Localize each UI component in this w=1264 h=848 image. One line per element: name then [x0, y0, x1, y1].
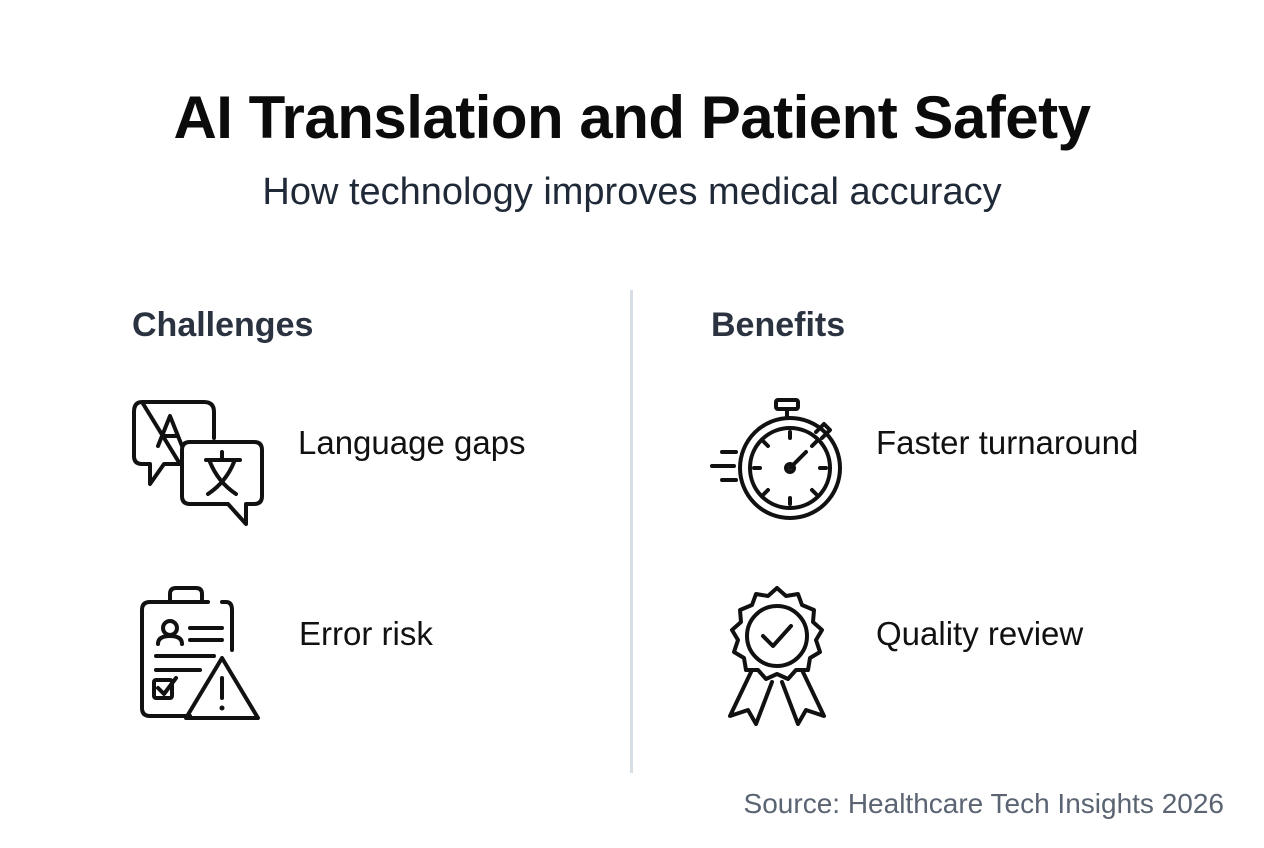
page-title: AI Translation and Patient Safety: [173, 84, 1091, 151]
faster-turnaround-label: Faster turnaround: [876, 424, 1139, 461]
benefits-heading: Benefits: [711, 306, 846, 344]
stopwatch-icon: [708, 396, 842, 526]
challenges-heading: Challenges: [132, 306, 314, 344]
award-badge-check-icon: [720, 584, 834, 726]
page-subtitle: How technology improves medical accuracy: [262, 171, 1002, 213]
quality-review-label: Quality review: [876, 615, 1084, 652]
column-divider: [630, 290, 633, 773]
error-risk-label: Error risk: [299, 615, 433, 652]
clipboard-warning-icon: [136, 584, 262, 724]
translation-speech-bubbles-icon: [130, 398, 266, 532]
source-citation: Source: Healthcare Tech Insights 2026: [743, 788, 1224, 819]
language-gaps-label: Language gaps: [298, 424, 526, 461]
